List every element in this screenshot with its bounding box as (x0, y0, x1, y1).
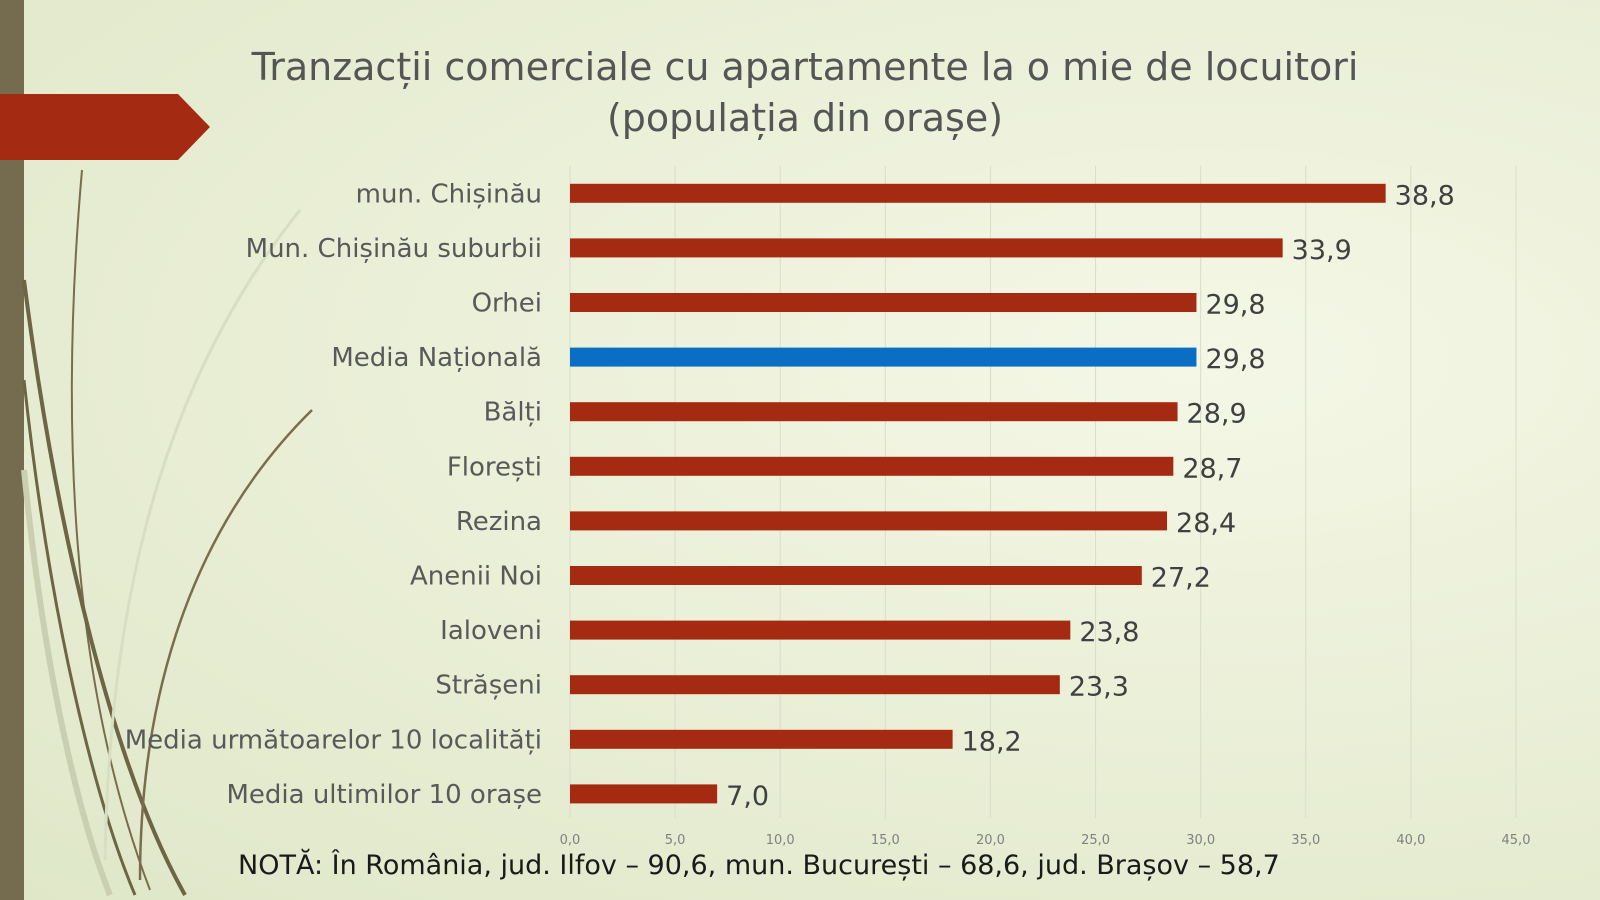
x-tick-label: 20,0 (976, 833, 1005, 848)
data-label: 7,0 (726, 781, 769, 812)
category-label: mun. Chișinău (356, 179, 542, 209)
data-label: 29,8 (1205, 344, 1265, 375)
x-tick-label: 45,0 (1502, 833, 1531, 848)
bars (570, 183, 1386, 804)
bar (570, 183, 1386, 203)
bar (570, 566, 1142, 585)
value-labels: 38,8 33,9 29,8 29,8 28,9 28,7 28,4 27,2 23,8 23,3… (726, 180, 1455, 812)
category-label: Media următoarelor 10 localități (125, 725, 542, 755)
category-label: Ialoveni (440, 616, 542, 646)
x-axis-ticks: 0,0 5,0 10,0 15,0 20,0 25,0 30,0 35,0 40,0 45,0 (560, 833, 1531, 848)
category-label: Media Națională (331, 343, 542, 373)
bar (570, 511, 1168, 531)
category-label: Rezina (456, 507, 542, 537)
data-label: 33,9 (1292, 235, 1352, 266)
title-line-1: Tranzacții comerciale cu apartamente la … (251, 45, 1359, 89)
bar (570, 238, 1283, 258)
data-label: 28,4 (1176, 508, 1236, 539)
x-tick-label: 25,0 (1081, 833, 1110, 848)
category-label: Strășeni (435, 671, 542, 701)
data-label: 18,2 (962, 726, 1022, 757)
data-label: 23,8 (1079, 617, 1139, 648)
category-label: Mun. Chișinău suburbii (246, 234, 542, 264)
x-tick-label: 40,0 (1396, 833, 1425, 848)
x-tick-label: 30,0 (1186, 833, 1215, 848)
data-label: 23,3 (1069, 672, 1129, 703)
bar (570, 729, 953, 749)
data-label: 29,8 (1205, 290, 1265, 321)
x-tick-label: 35,0 (1291, 833, 1320, 848)
gridlines (569, 166, 1517, 818)
category-label: Orhei (472, 289, 542, 319)
category-labels: mun. Chișinău Mun. Chișinău suburbii Orhei… (125, 179, 542, 810)
category-label: Media ultimilor 10 orașe (226, 780, 542, 810)
ribbon-shape (0, 94, 210, 160)
x-tick-label: 10,0 (766, 833, 795, 848)
bar (570, 620, 1071, 640)
data-label: 27,2 (1151, 563, 1211, 594)
category-label: Bălți (484, 398, 542, 428)
data-label: 28,9 (1187, 399, 1247, 430)
title-line-2: (populația din orașe) (606, 96, 1004, 140)
chart-title: Tranzacții comerciale cu apartamente la … (190, 42, 1420, 144)
bar (570, 784, 718, 804)
bar (570, 675, 1060, 695)
bar (570, 402, 1178, 422)
x-tick-label: 5,0 (665, 833, 686, 848)
footnote: NOTĂ: În România, jud. Ilfov – 90,6, mun… (238, 850, 1280, 881)
data-label: 28,7 (1182, 453, 1242, 484)
data-label: 38,8 (1395, 180, 1455, 211)
bar (570, 347, 1197, 367)
x-tick-label: 15,0 (871, 833, 900, 848)
category-label: Anenii Noi (410, 562, 542, 592)
bar (570, 456, 1174, 476)
bar (570, 293, 1197, 312)
category-label: Florești (447, 452, 542, 482)
x-tick-label: 0,0 (560, 833, 581, 848)
